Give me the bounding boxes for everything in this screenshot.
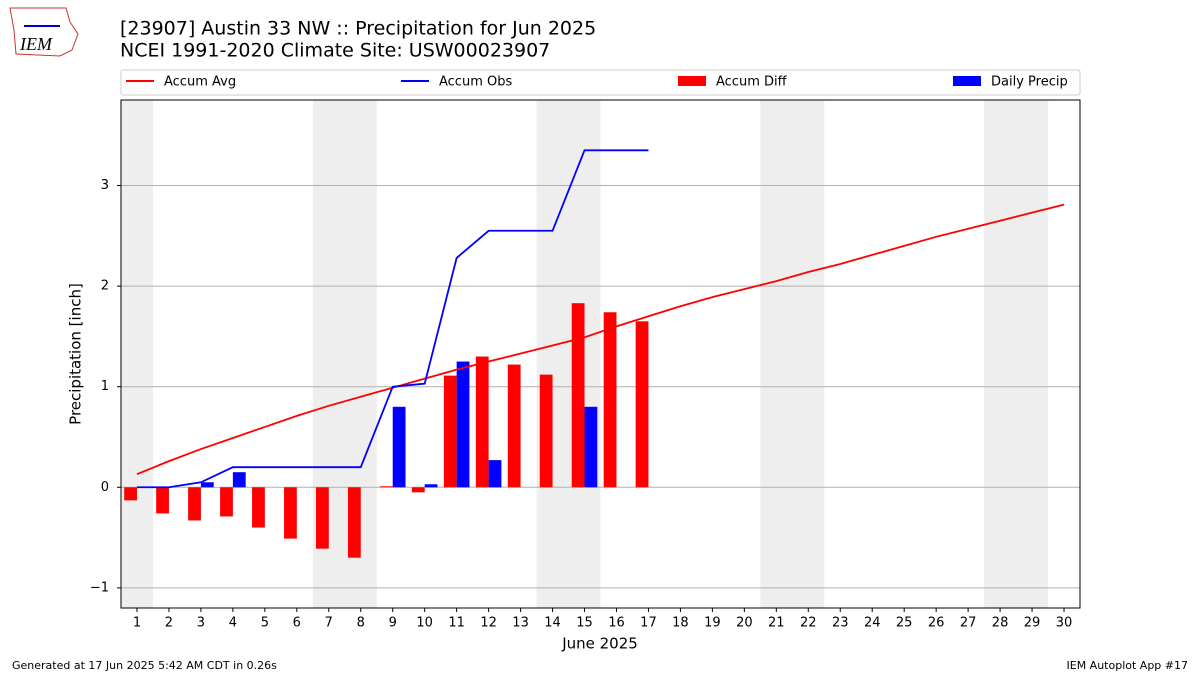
x-tick-label: 20 (736, 616, 753, 631)
x-tick-label: 14 (544, 616, 561, 631)
x-tick-label: 11 (448, 616, 465, 631)
legend-swatch (678, 76, 706, 86)
bar (347, 487, 361, 558)
x-tick-label: 10 (416, 616, 433, 631)
x-tick-label: 23 (832, 616, 849, 631)
line (136, 149, 649, 489)
legend-label: Accum Avg (164, 75, 236, 90)
chart-subtitle: NCEI 1991-2020 Climate Site: USW00023907 (120, 40, 550, 62)
bar (539, 374, 553, 488)
legend-swatch (953, 76, 981, 86)
bar (507, 364, 521, 488)
x-tick-label: 19 (704, 616, 721, 631)
x-tick-label: 4 (229, 616, 237, 631)
logo-outline (9, 7, 79, 57)
bar (220, 487, 233, 517)
logo-text: IEM (19, 34, 53, 54)
y-tick-label: 3 (101, 178, 109, 193)
bar (392, 406, 406, 488)
bar (188, 487, 201, 521)
bar (284, 487, 297, 539)
x-tick-label: 25 (896, 616, 913, 631)
bar (156, 487, 169, 514)
y-axis-label: Precipitation [inch] (67, 283, 85, 425)
x-tick-label: 22 (800, 616, 817, 631)
weekend-shade (121, 100, 153, 608)
bar (424, 484, 438, 488)
bar (635, 321, 649, 488)
bar (252, 487, 265, 528)
x-tick-label: 6 (293, 616, 301, 631)
weekend-shade (984, 100, 1049, 608)
y-tick-label: 0 (101, 480, 109, 495)
x-tick-label: 29 (1024, 616, 1041, 631)
legend-label: Daily Precip (991, 75, 1068, 90)
weekend-shade (536, 100, 601, 608)
bar (232, 472, 246, 488)
x-tick-label: 27 (960, 616, 977, 631)
x-axis-label: June 2025 (561, 635, 638, 653)
x-tick-label: 3 (197, 616, 205, 631)
plot-frame (120, 99, 1081, 609)
y-tick-label: −1 (90, 580, 109, 595)
x-tick-label: 21 (768, 616, 785, 631)
bar (200, 482, 214, 488)
bar (456, 361, 470, 488)
footer-left: Generated at 17 Jun 2025 5:42 AM CDT in … (12, 659, 277, 672)
weekend-shade (760, 100, 825, 608)
x-tick-label: 30 (1056, 616, 1073, 631)
bar (411, 487, 425, 493)
legend-box (120, 69, 1081, 96)
legend-label: Accum Diff (716, 75, 788, 90)
x-tick-label: 2 (165, 616, 173, 631)
bar (603, 312, 617, 488)
x-tick-label: 9 (389, 616, 397, 631)
x-tick-label: 13 (512, 616, 529, 631)
x-tick-label: 26 (928, 616, 945, 631)
x-tick-label: 24 (864, 616, 881, 631)
x-tick-label: 17 (640, 616, 657, 631)
chart-title: [23907] Austin 33 NW :: Precipitation fo… (120, 18, 596, 40)
legend-label: Accum Obs (439, 75, 512, 90)
y-tick-label: 2 (101, 279, 109, 294)
bar (315, 487, 329, 549)
x-tick-label: 8 (357, 616, 365, 631)
bar (571, 303, 585, 488)
bar (488, 460, 502, 488)
bar (475, 356, 489, 488)
x-tick-label: 1 (133, 616, 141, 631)
x-tick-label: 5 (261, 616, 269, 631)
x-tick-label: 18 (672, 616, 689, 631)
bar (443, 375, 457, 488)
x-tick-label: 15 (576, 616, 593, 631)
bar (379, 486, 393, 488)
x-tick-label: 12 (480, 616, 497, 631)
y-tick-label: 1 (101, 379, 109, 394)
bar (584, 406, 598, 488)
footer-right: IEM Autoplot App #17 (1067, 659, 1189, 672)
x-tick-label: 16 (608, 616, 625, 631)
logo: IEM (9, 7, 79, 57)
line (136, 203, 1065, 476)
x-tick-label: 7 (325, 616, 333, 631)
x-tick-label: 28 (992, 616, 1009, 631)
bar (124, 487, 137, 501)
